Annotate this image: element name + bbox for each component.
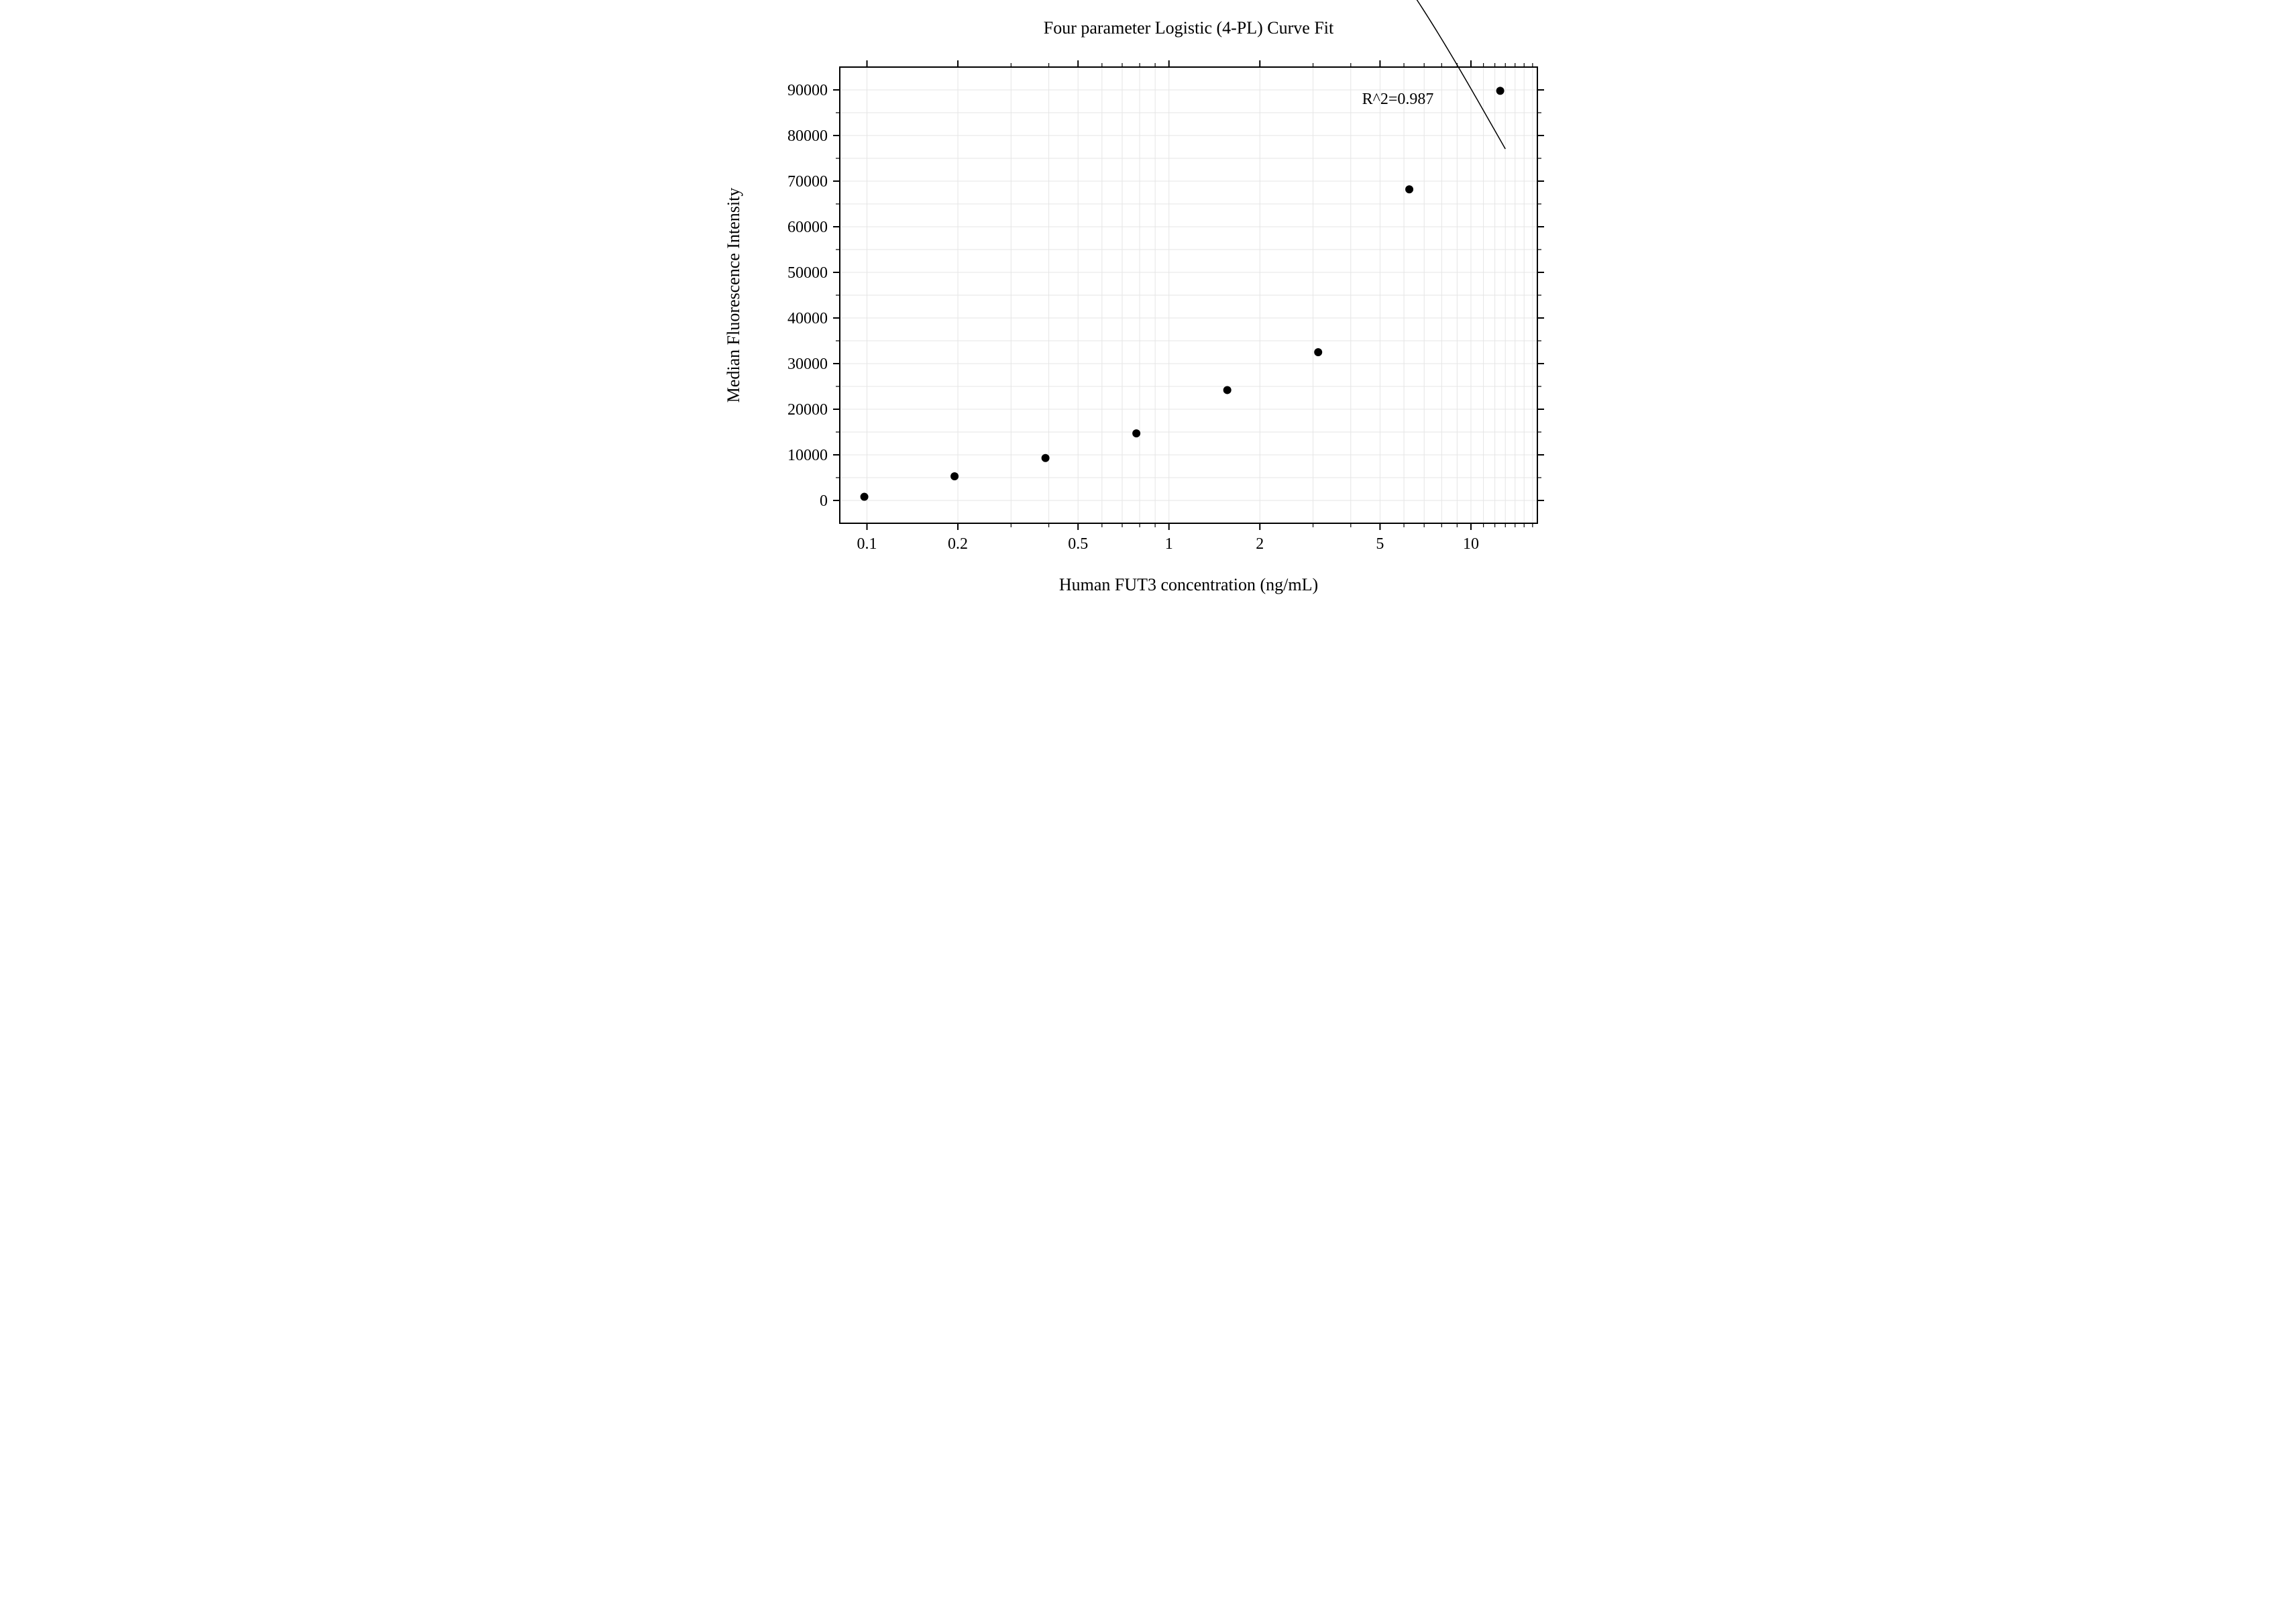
y-tick-label: 50000: [787, 264, 828, 282]
data-point: [1496, 87, 1504, 95]
data-point: [1405, 185, 1413, 193]
x-tick-label: 10: [1462, 535, 1478, 553]
y-tick-label: 70000: [787, 173, 828, 191]
y-tick-label: 30000: [787, 356, 828, 373]
grid: [840, 67, 1537, 523]
chart-svg: 0.1 0.2 0.5 1 2 5 10 0 10000 20000 30000 40000 50000…: [679, 0, 1618, 656]
chart-title: Four parameter Logistic (4-PL) Curve Fit: [1043, 18, 1333, 38]
y-tick-label: 60000: [787, 219, 828, 236]
x-tick-label: 2: [1256, 535, 1264, 553]
y-tick-label: 10000: [787, 447, 828, 464]
data-point: [1132, 429, 1140, 437]
data-point: [1041, 454, 1049, 462]
x-tick-label: 1: [1164, 535, 1172, 553]
y-axis-label: Median Fluorescence Intensity: [724, 188, 743, 403]
x-tick-label: 0.1: [857, 535, 877, 553]
data-point: [1223, 386, 1231, 394]
data-point: [950, 472, 959, 480]
y-tick-label: 40000: [787, 310, 828, 327]
x-axis-label: Human FUT3 concentration (ng/mL): [1058, 575, 1317, 594]
y-tick-label: 80000: [787, 127, 828, 145]
chart-container: 0.1 0.2 0.5 1 2 5 10 0 10000 20000 30000 40000 50000…: [679, 0, 1618, 656]
y-tick-label: 90000: [787, 82, 828, 99]
y-tick-label: 0: [820, 492, 828, 510]
r-squared-annotation: R^2=0.987: [1362, 91, 1433, 108]
data-point: [1314, 348, 1322, 356]
y-tick-label: 20000: [787, 401, 828, 419]
x-tick-label: 5: [1376, 535, 1384, 553]
data-point: [860, 493, 868, 501]
x-tick-label: 0.5: [1068, 535, 1088, 553]
x-tick-label: 0.2: [948, 535, 968, 553]
